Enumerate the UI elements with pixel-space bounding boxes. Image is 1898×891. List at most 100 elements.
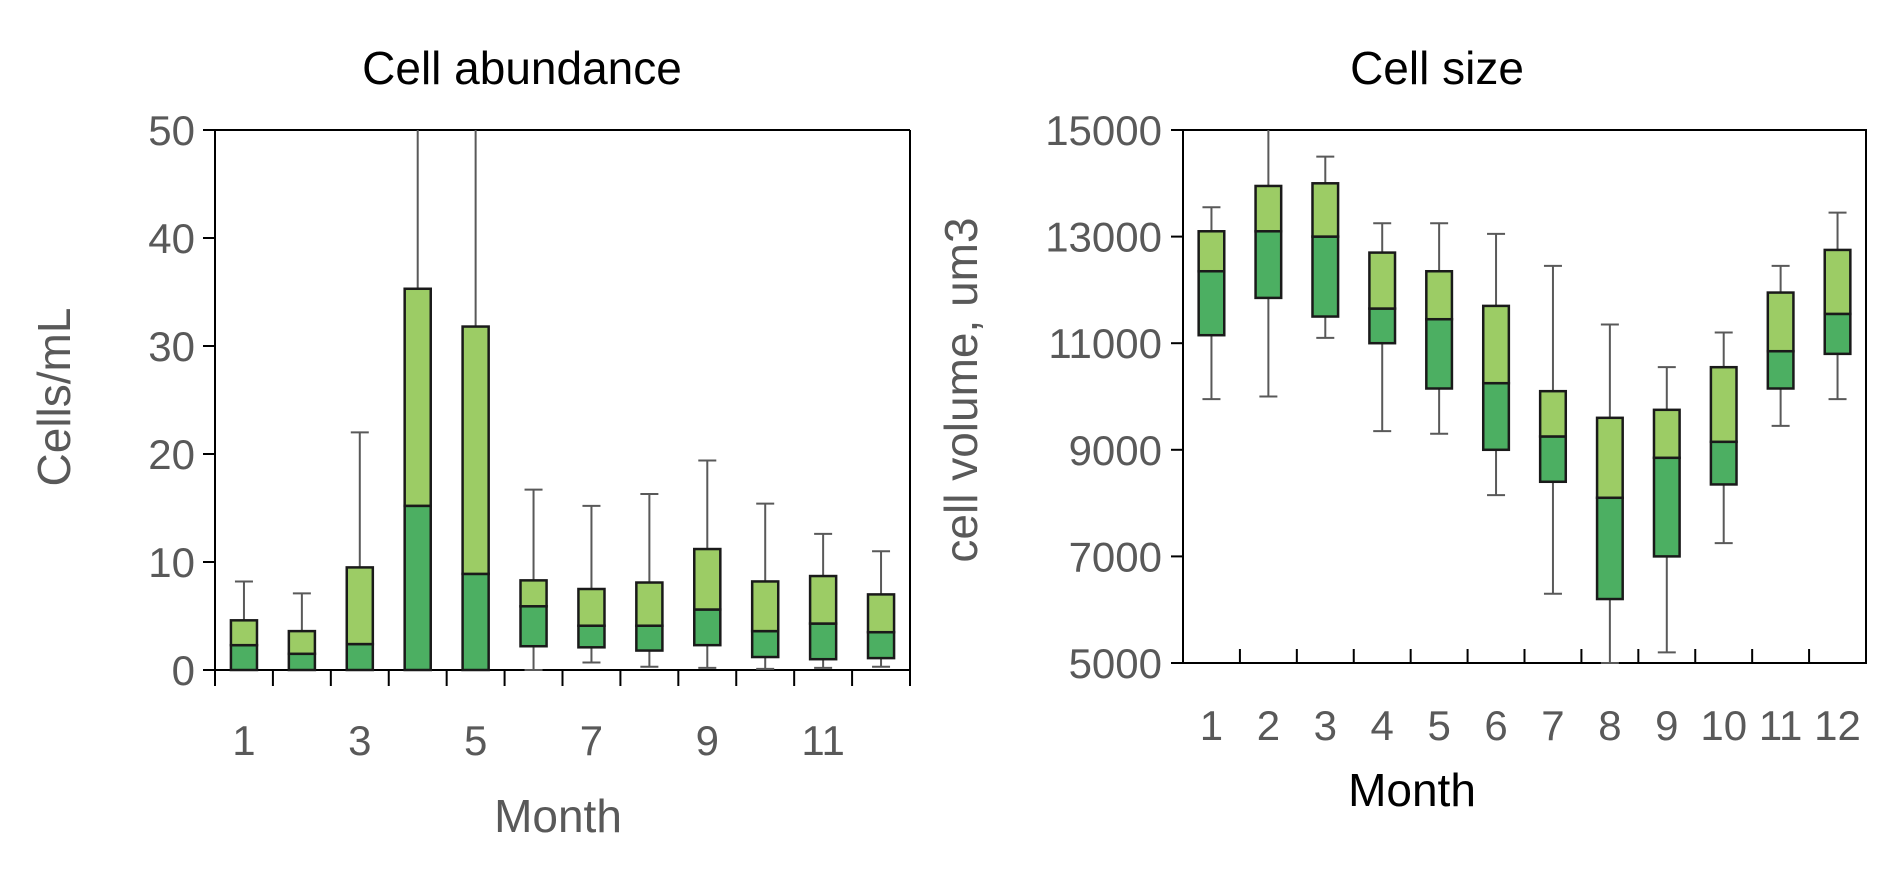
chart-title: Cell abundance bbox=[362, 42, 682, 94]
box-upper-half bbox=[1652, 408, 1681, 460]
x-tick-label: 4 bbox=[1371, 702, 1394, 749]
box-lower-half bbox=[1425, 317, 1454, 390]
box-upper-half bbox=[461, 325, 490, 576]
x-tick-label: 7 bbox=[1541, 702, 1564, 749]
box-lower-half bbox=[577, 624, 606, 649]
y-tick-label: 7000 bbox=[1069, 533, 1162, 580]
box-upper-half bbox=[635, 581, 664, 627]
box-upper-half bbox=[1766, 291, 1795, 353]
box-upper-half bbox=[1311, 182, 1340, 238]
box-month-11 bbox=[808, 532, 838, 669]
box-lower-half bbox=[345, 642, 375, 672]
box-month-6 bbox=[1481, 232, 1511, 497]
box-month-4 bbox=[1368, 222, 1397, 433]
box-month-2 bbox=[287, 592, 317, 672]
box-month-7 bbox=[577, 504, 606, 664]
y-tick-label: 10 bbox=[148, 539, 195, 586]
box-lower-half bbox=[1595, 496, 1624, 601]
box-month-7 bbox=[1538, 264, 1568, 595]
box-month-3 bbox=[345, 431, 375, 672]
y-tick-label: 50 bbox=[148, 107, 195, 154]
box-upper-half bbox=[1425, 269, 1454, 321]
x-tick-label: 3 bbox=[348, 717, 371, 764]
box-upper-half bbox=[345, 566, 375, 646]
box-lower-half bbox=[635, 624, 664, 652]
y-tick-label: 11000 bbox=[1048, 320, 1162, 367]
box-lower-half bbox=[808, 622, 838, 661]
x-tick-label: 11 bbox=[1759, 702, 1803, 749]
y-tick-label: 20 bbox=[148, 431, 195, 478]
x-tick-label: 10 bbox=[1700, 702, 1747, 749]
box-month-9 bbox=[1652, 366, 1681, 654]
box-month-1 bbox=[229, 580, 259, 672]
box-month-1 bbox=[1197, 206, 1226, 401]
box-upper-half bbox=[403, 287, 432, 508]
y-tick-label: 15000 bbox=[1045, 107, 1162, 154]
y-tick-label: 0 bbox=[172, 647, 195, 694]
box-upper-half bbox=[693, 547, 722, 611]
y-tick-label: 5000 bbox=[1069, 640, 1162, 687]
y-tick-label: 30 bbox=[148, 323, 195, 370]
x-tick-label: 2 bbox=[1257, 702, 1280, 749]
box-upper-half bbox=[1481, 304, 1511, 385]
box-lower-half bbox=[1311, 235, 1340, 318]
x-tick-label: 8 bbox=[1598, 702, 1621, 749]
box-upper-half bbox=[1197, 230, 1226, 273]
box-lower-half bbox=[229, 643, 259, 672]
box-lower-half bbox=[1368, 307, 1397, 345]
box-upper-half bbox=[750, 580, 780, 633]
box-upper-half bbox=[866, 593, 896, 634]
box-lower-half bbox=[1652, 456, 1681, 558]
box-lower-half bbox=[287, 652, 317, 672]
x-tick-label: 9 bbox=[1655, 702, 1678, 749]
box-month-8 bbox=[635, 492, 664, 668]
box-lower-half bbox=[693, 608, 722, 647]
box-upper-half bbox=[577, 587, 606, 627]
x-tick-label: 1 bbox=[1200, 702, 1223, 749]
box-lower-half bbox=[403, 504, 432, 672]
box-upper-half bbox=[1595, 416, 1624, 500]
box-upper-half bbox=[1368, 251, 1397, 310]
box-month-12 bbox=[1823, 211, 1852, 401]
x-tick-label: 12 bbox=[1814, 702, 1861, 749]
x-tick-label: 1 bbox=[232, 717, 255, 764]
box-lower-half bbox=[750, 629, 780, 659]
plot-area: 0 10 20 30 40 50 1 3 5 7 9 11 bbox=[148, 107, 911, 764]
x-tick-label: 6 bbox=[1484, 702, 1507, 749]
y-axis-label: cell volume, um3 bbox=[935, 217, 987, 562]
box-lower-half bbox=[519, 605, 548, 648]
box-upper-half bbox=[287, 629, 317, 656]
box-lower-half bbox=[1197, 269, 1226, 337]
box-lower-half bbox=[1709, 440, 1738, 486]
x-tick-label: 5 bbox=[1427, 702, 1450, 749]
box-month-4 bbox=[403, 130, 432, 672]
box-lower-half bbox=[866, 630, 896, 660]
box-lower-half bbox=[1481, 381, 1511, 452]
box-month-10 bbox=[1709, 331, 1738, 545]
box-lower-half bbox=[1254, 230, 1283, 300]
box-upper-half bbox=[1254, 184, 1283, 233]
box-upper-half bbox=[519, 579, 548, 608]
plot-frame bbox=[1182, 129, 1867, 664]
chart-cell-abundance: Cell abundance Cells/mL Month 0 10 20 30 40 5… bbox=[28, 42, 911, 842]
box-month-3 bbox=[1311, 155, 1340, 339]
box-upper-half bbox=[1538, 389, 1568, 438]
y-axis-label: Cells/mL bbox=[28, 308, 80, 487]
x-axis-label: Month bbox=[1348, 764, 1476, 816]
box-upper-half bbox=[1709, 365, 1738, 444]
box-month-5 bbox=[1425, 222, 1454, 435]
box-month-9 bbox=[693, 459, 722, 669]
y-tick-label: 9000 bbox=[1069, 427, 1162, 474]
box-month-10 bbox=[750, 502, 780, 670]
box-upper-half bbox=[808, 574, 838, 625]
x-axis-label: Month bbox=[494, 790, 622, 842]
x-tick-label: 5 bbox=[464, 717, 487, 764]
y-tick-label: 13000 bbox=[1045, 214, 1162, 261]
x-tick-label: 3 bbox=[1314, 702, 1337, 749]
box-month-5 bbox=[461, 130, 490, 672]
box-lower-half bbox=[461, 572, 490, 672]
chart-title: Cell size bbox=[1350, 42, 1524, 94]
chart-cell-size: Cell size cell volume, um3 Month 5000 700… bbox=[935, 42, 1867, 816]
box-lower-half bbox=[1823, 312, 1852, 356]
